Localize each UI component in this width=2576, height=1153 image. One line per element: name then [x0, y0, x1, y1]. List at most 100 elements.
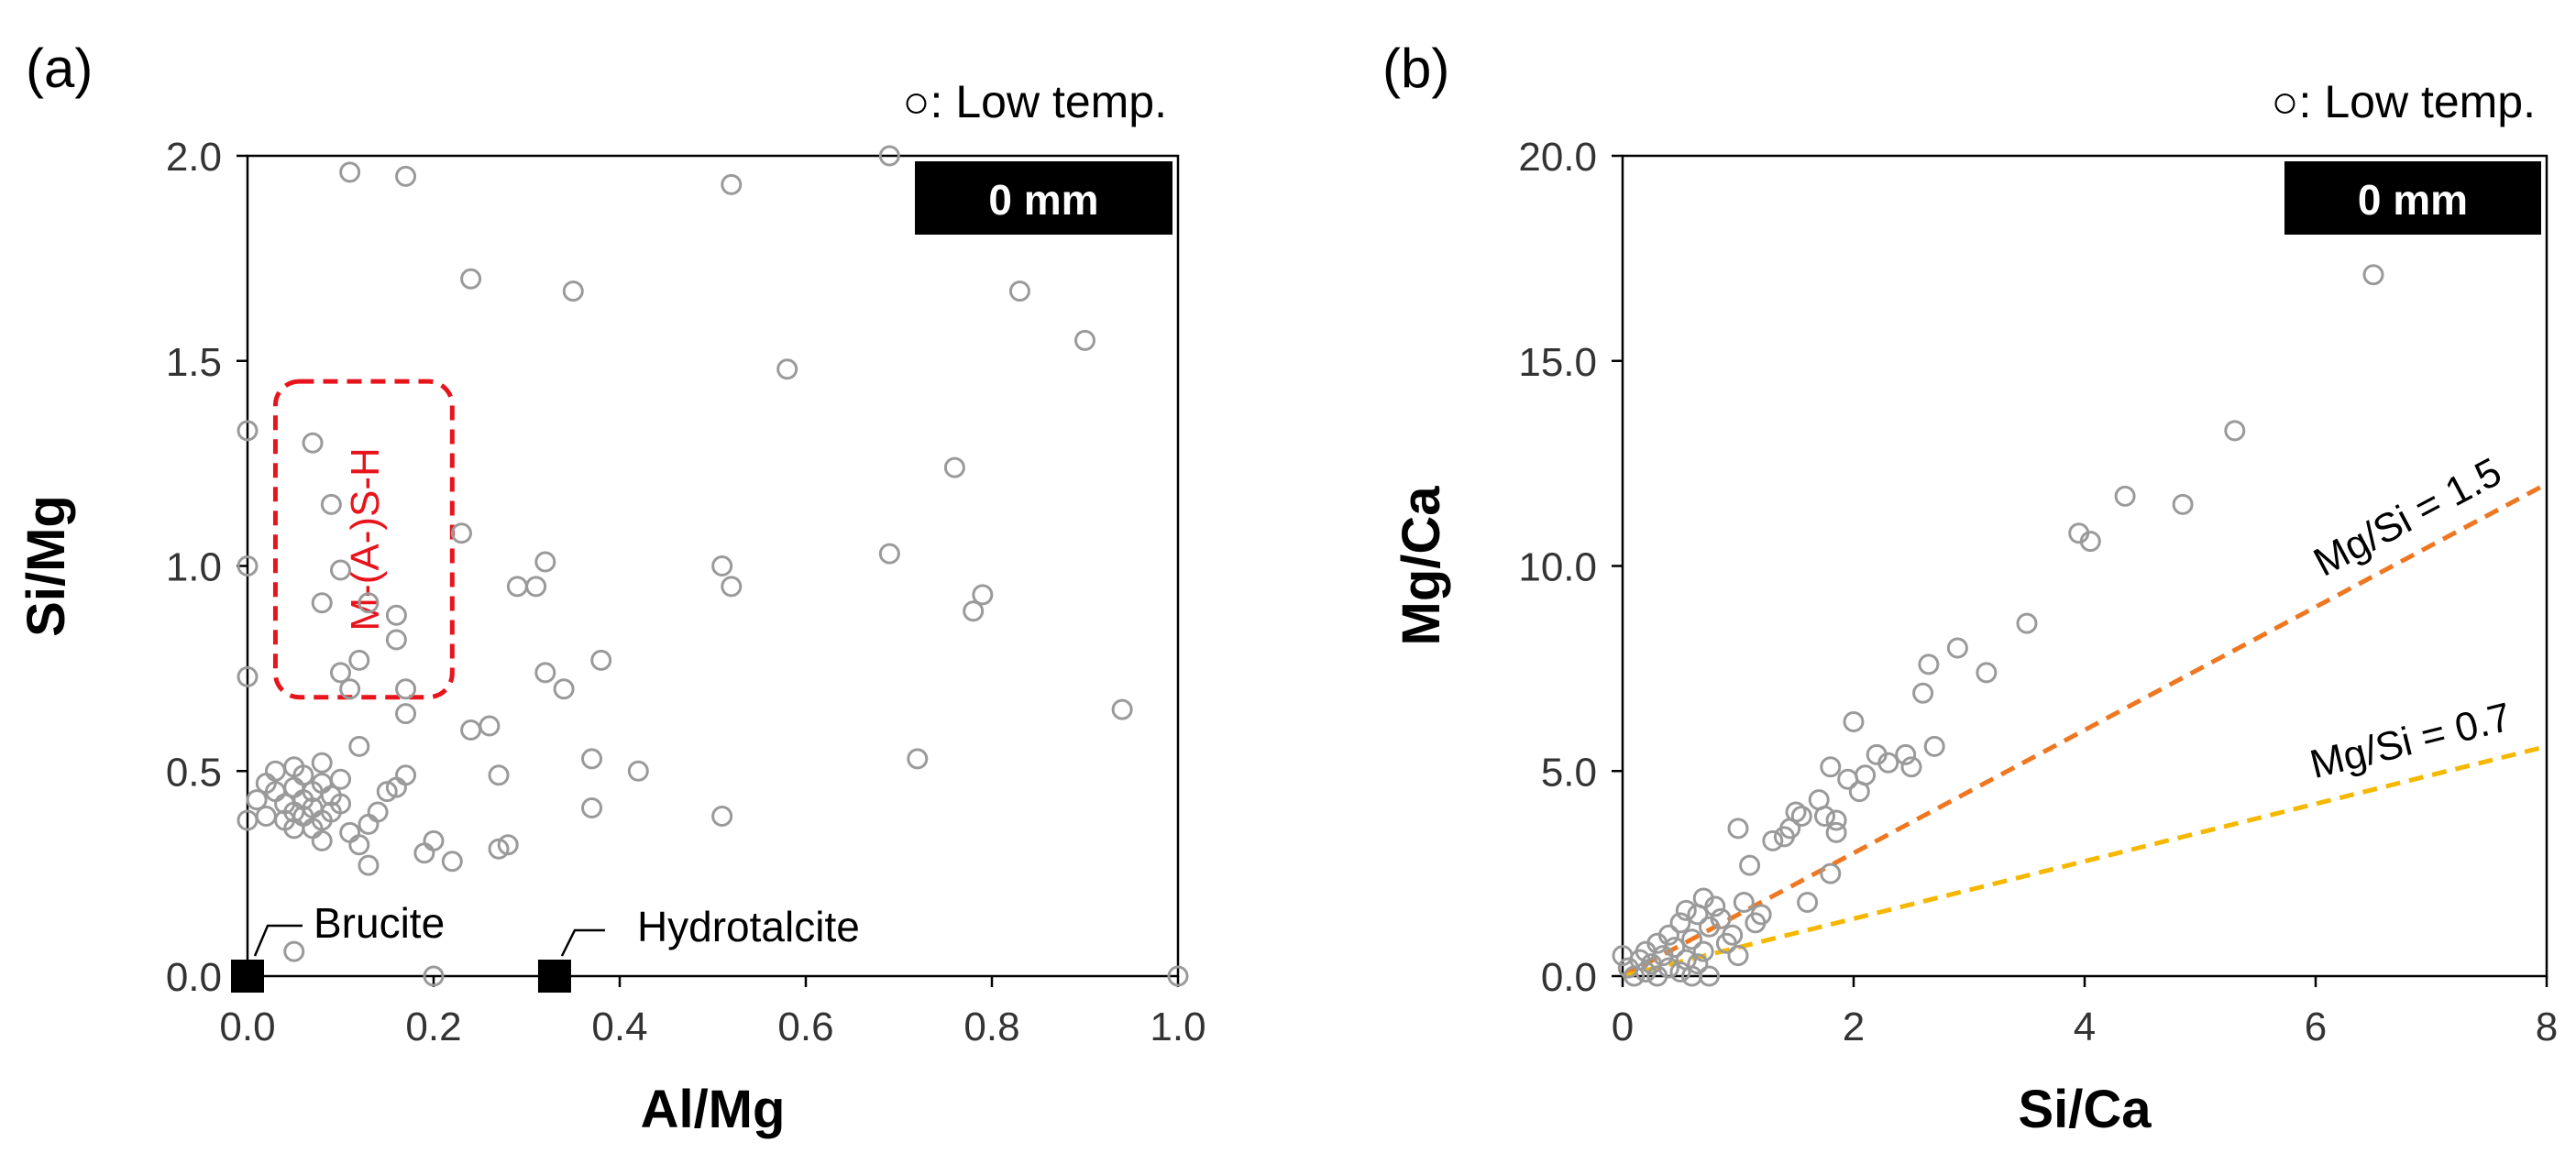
data-point: [1762, 829, 1784, 851]
data-point: [237, 665, 259, 687]
data-point: [963, 600, 985, 622]
legend-label: ○: Low temp.: [902, 76, 1167, 127]
data-point: [1675, 899, 1697, 921]
reference-point-leader: [253, 924, 303, 957]
data-point: [330, 793, 351, 815]
data-point: [1825, 809, 1847, 831]
data-point: [562, 280, 584, 302]
data-point: [330, 768, 351, 790]
data-point: [376, 781, 398, 803]
reference-point-label: Brucite: [314, 899, 445, 947]
data-point: [878, 543, 900, 565]
data-point: [627, 760, 649, 782]
data-point: [721, 173, 743, 195]
data-point: [1785, 801, 1807, 823]
data-point: [525, 576, 547, 598]
data-point: [1918, 653, 1940, 675]
data-point: [721, 576, 743, 598]
data-point: [358, 592, 380, 614]
x-tick-label: 2: [1843, 1005, 1865, 1049]
data-point: [1976, 662, 1998, 684]
data-point: [1669, 912, 1691, 934]
data-point: [348, 649, 370, 671]
data-point: [423, 829, 445, 851]
y-axis-title: Mg/Ca: [1392, 486, 1451, 646]
data-point: [553, 678, 575, 700]
data-point: [581, 797, 603, 819]
panel-a: (a) ○: Low temp. 0 mm 0.0 0.2 0.4 0.6 0.8 1.0 0.0…: [17, 38, 1206, 1139]
reference-point-leader: [560, 928, 605, 957]
reference-line-label: Mg/Si = 1.5: [2306, 449, 2509, 585]
data-point: [339, 678, 361, 700]
data-point: [246, 789, 268, 811]
data-point: [302, 432, 324, 454]
reference-point-marker: [537, 960, 571, 993]
data-point: [348, 834, 370, 856]
data-point: [1074, 329, 1095, 351]
data-point: [441, 851, 463, 873]
x-tick-label: 0.0: [219, 1005, 275, 1049]
region-label: M-(A-)S-H: [343, 447, 388, 631]
y-tick-label: 20.0: [1518, 135, 1597, 180]
reference-line: [1621, 481, 2548, 979]
data-point: [1814, 805, 1835, 827]
data-point: [1657, 924, 1679, 946]
data-point: [450, 522, 472, 544]
data-point: [330, 662, 351, 684]
x-tick-label: 6: [2305, 1005, 2327, 1049]
data-point: [1657, 957, 1679, 979]
data-point: [1727, 945, 1749, 967]
panel-label: (b): [1382, 38, 1449, 99]
y-tick-label: 15.0: [1518, 340, 1597, 385]
badge-box: [2284, 161, 2541, 235]
data-point: [1877, 752, 1899, 774]
data-point: [395, 678, 417, 700]
data-point: [339, 821, 361, 843]
y-axis-title: Si/Mg: [17, 495, 76, 637]
data-point: [1797, 891, 1819, 913]
data-point: [395, 165, 417, 187]
data-point: [1946, 637, 1968, 659]
x-axis-title: Al/Mg: [641, 1080, 786, 1139]
data-point: [711, 555, 733, 576]
data-point: [311, 829, 333, 851]
data-point: [460, 719, 482, 741]
reference-line: [1622, 743, 2548, 979]
y-tick-label: 5.0: [1541, 750, 1597, 795]
data-point: [367, 801, 389, 823]
panel-label: (a): [26, 38, 93, 99]
data-point: [1843, 711, 1865, 733]
data-point: [395, 764, 417, 786]
badge-box: [915, 161, 1172, 235]
data-point: [878, 145, 900, 167]
data-point: [497, 834, 519, 856]
data-point: [2172, 493, 2194, 515]
data-point: [283, 776, 305, 798]
x-axis-title: Si/Ca: [2018, 1080, 2152, 1139]
data-point: [320, 493, 342, 515]
data-point: [534, 662, 556, 684]
data-point: [2016, 612, 2038, 634]
data-point: [1750, 904, 1772, 926]
plot-frame: [1621, 154, 2548, 978]
data-point: [2362, 264, 2384, 286]
data-point: [1687, 953, 1709, 975]
reference-point-label: Hydrotalcite: [637, 903, 860, 950]
data-point: [292, 764, 314, 786]
data-point: [385, 629, 407, 651]
reference-point-marker: [231, 960, 264, 993]
y-tick-label: 1.0: [166, 545, 222, 590]
data-point: [2079, 531, 2101, 553]
data-point: [1681, 928, 1703, 950]
data-point: [943, 456, 965, 478]
y-tick-label: 0.0: [166, 955, 222, 1000]
data-point: [1727, 818, 1749, 840]
data-point: [460, 268, 482, 290]
data-point: [1820, 756, 1842, 778]
data-point: [2224, 420, 2246, 442]
reference-line-label: Mg/Si = 0.7: [2306, 695, 2515, 788]
data-point: [488, 764, 510, 786]
data-point: [534, 551, 556, 573]
x-tick-label: 0.8: [963, 1005, 1019, 1049]
data-point: [1167, 965, 1189, 987]
